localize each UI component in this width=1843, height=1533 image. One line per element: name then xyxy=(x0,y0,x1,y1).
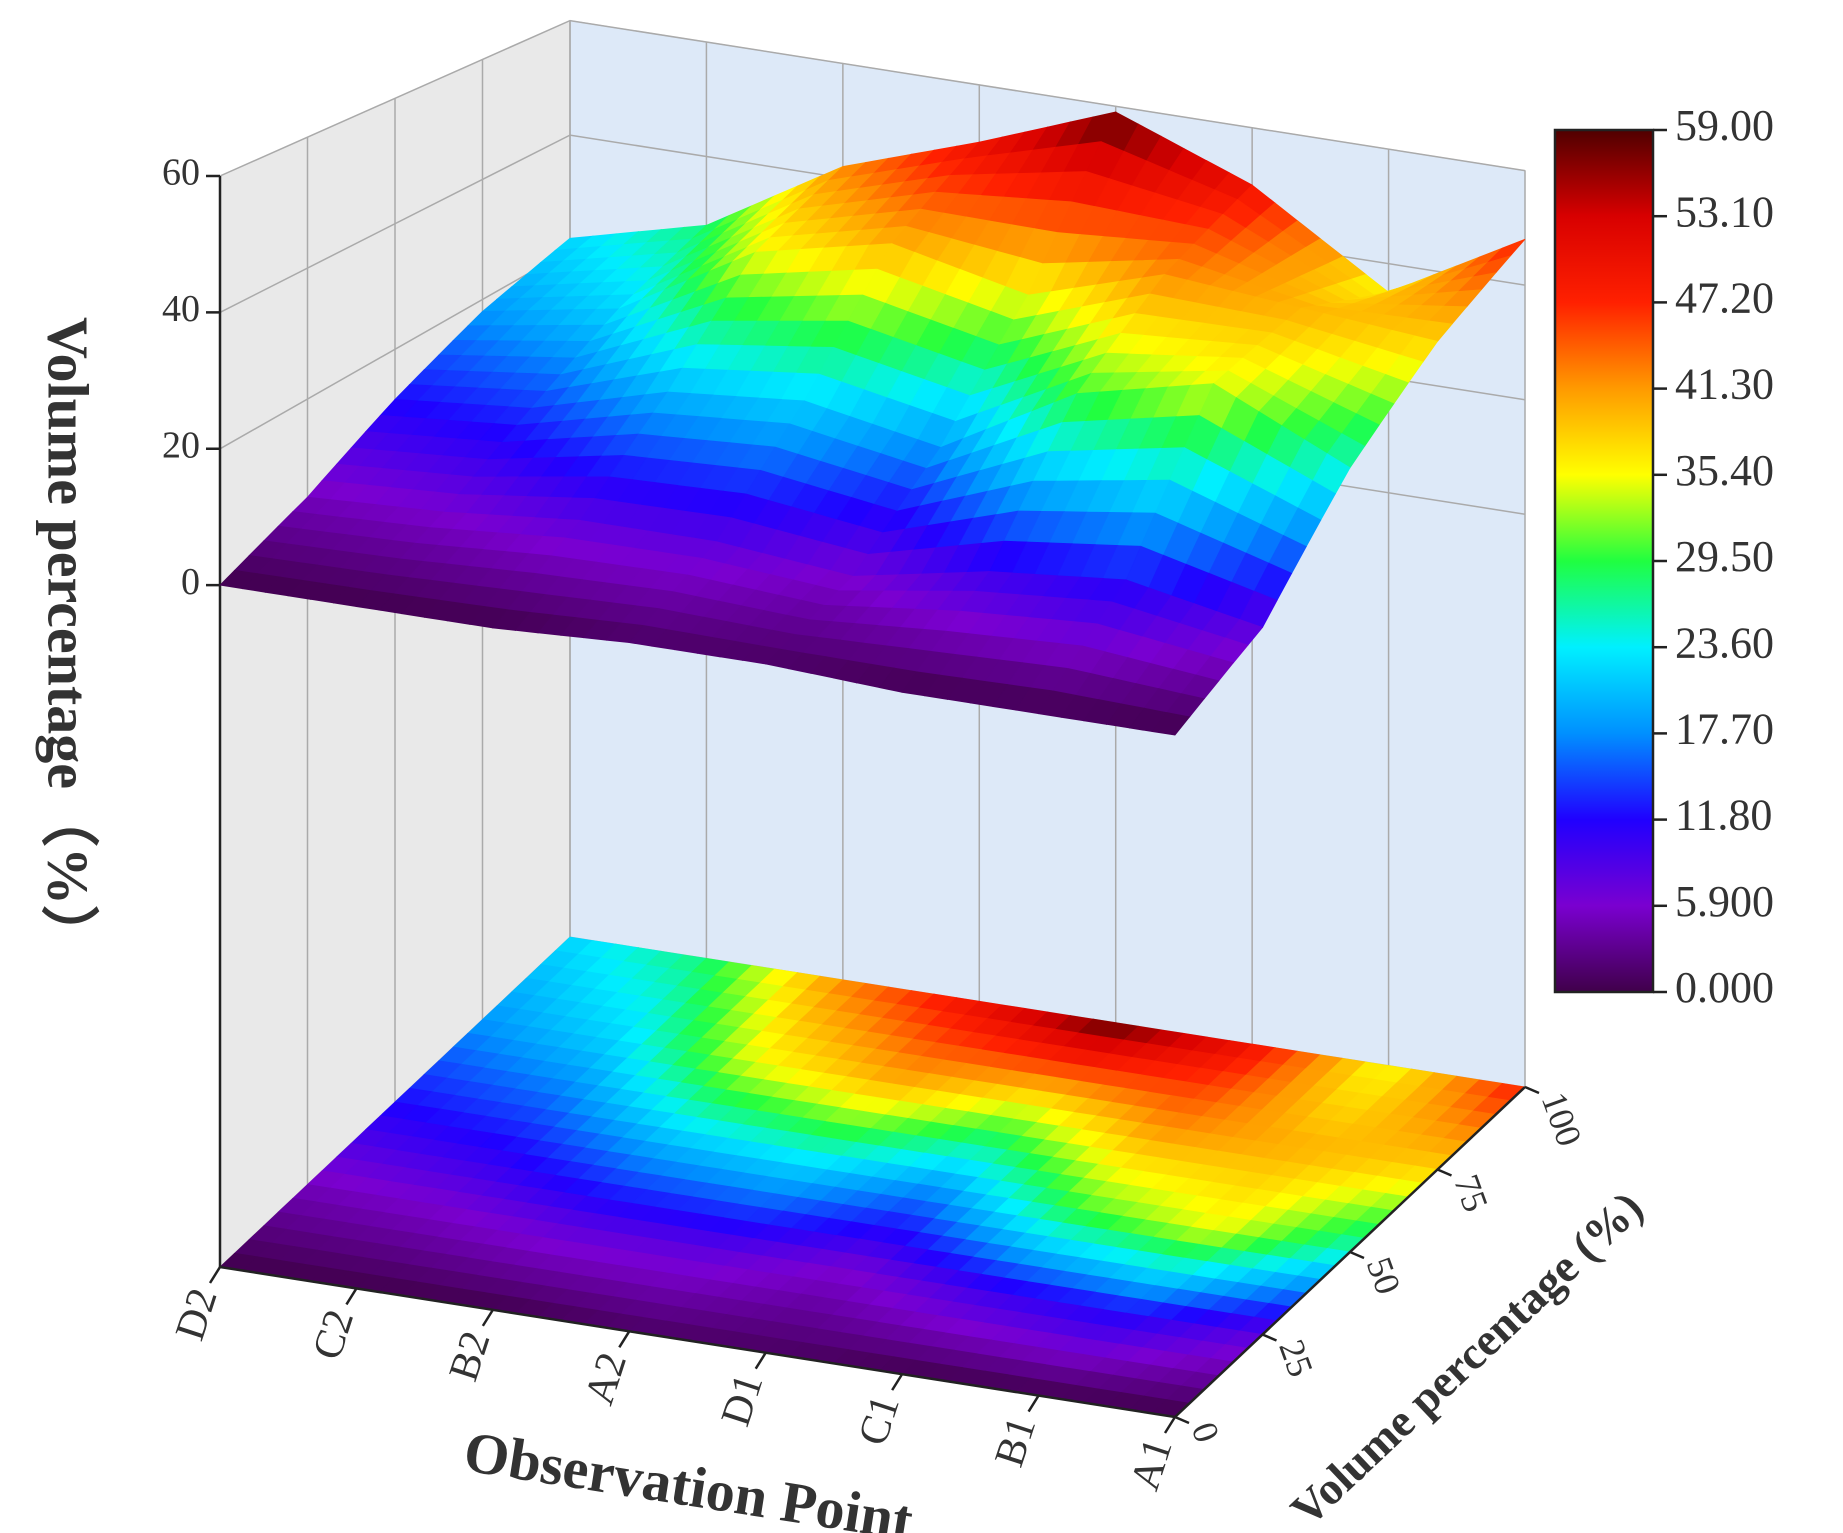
y-tick xyxy=(1349,1250,1365,1260)
x-tick xyxy=(618,1330,631,1348)
x-tick xyxy=(1027,1394,1040,1413)
y-tick-label: 0 xyxy=(1184,1417,1228,1448)
z-tick-label: 60 xyxy=(162,152,200,194)
y-tick-label: 25 xyxy=(1271,1334,1321,1382)
x-tick xyxy=(481,1309,494,1327)
x-tick xyxy=(1163,1416,1177,1434)
colorbar-tick-label: 59.00 xyxy=(1675,101,1774,150)
colorbar-tick-label: 0.000 xyxy=(1675,963,1774,1012)
colorbar-tick-label: 29.50 xyxy=(1675,532,1774,581)
colorbar-tick-label: 11.80 xyxy=(1675,791,1772,840)
y-tick-label: 50 xyxy=(1359,1252,1409,1300)
x-tick-label: B2 xyxy=(441,1326,500,1387)
colorbar-tick-label: 23.60 xyxy=(1675,618,1774,667)
x-tick-label: C2 xyxy=(304,1304,363,1365)
colorbar-tick-label: 47.20 xyxy=(1675,273,1774,322)
x-tick xyxy=(754,1352,767,1370)
colorbar-tick-label: 53.10 xyxy=(1675,187,1774,236)
z-tick-label: 20 xyxy=(162,424,200,466)
y-tick-label: 100 xyxy=(1534,1087,1590,1151)
z-tick-label: 0 xyxy=(181,561,200,603)
x-axis xyxy=(219,1265,1176,1419)
x-tick xyxy=(891,1373,904,1391)
colorbar-tick-label: 35.40 xyxy=(1675,446,1774,495)
y-tick xyxy=(1437,1168,1452,1177)
surface-patch xyxy=(1151,712,1191,736)
y-tick xyxy=(1524,1085,1540,1095)
x-axis-title: Observation Point xyxy=(460,1419,918,1533)
x-tick-label: B1 xyxy=(986,1411,1045,1472)
x-tick xyxy=(208,1266,222,1284)
x-tick-label: C1 xyxy=(850,1390,909,1451)
x-tick xyxy=(345,1287,358,1306)
x-tick-label: A1 xyxy=(1122,1433,1182,1496)
x-tick-label: D2 xyxy=(167,1283,227,1346)
colorbar xyxy=(1553,128,1655,994)
y-tick-label: 75 xyxy=(1446,1169,1496,1217)
colorbar-tick-label: 5.900 xyxy=(1675,877,1774,926)
y-tick xyxy=(1174,1415,1190,1425)
colorbar-tick-label: 41.30 xyxy=(1675,360,1774,409)
z-axis-title: Volume percentage（%） xyxy=(36,317,101,963)
y-tick xyxy=(1262,1333,1277,1342)
colorbar-tick-label: 17.70 xyxy=(1675,704,1774,753)
z-tick-label: 40 xyxy=(162,288,200,330)
x-tick-label: A2 xyxy=(576,1347,636,1410)
x-tick-label: D1 xyxy=(713,1369,773,1432)
